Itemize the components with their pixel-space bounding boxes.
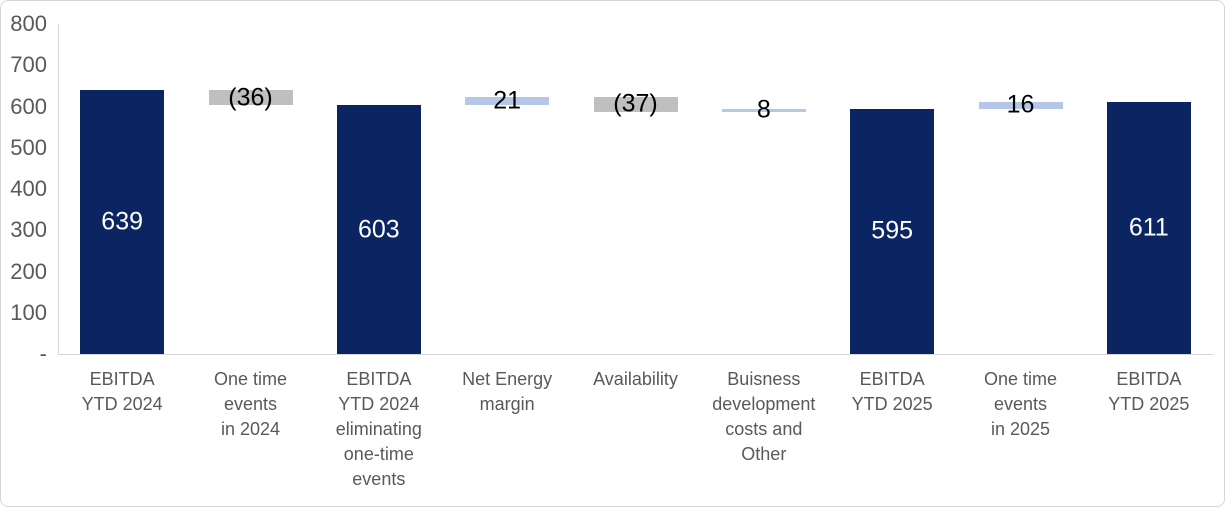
y-tick-label: 100 (10, 299, 47, 325)
category-label: EBITDA YTD 2024 eliminating one-time eve… (335, 369, 422, 489)
bar-total[interactable] (850, 108, 935, 354)
bar-total[interactable] (336, 105, 421, 354)
bar-decrease[interactable] (208, 90, 293, 106)
bar-value-label: 595 (871, 216, 914, 245)
category-label: EBITDA YTD 2025 (1108, 369, 1190, 414)
bar-value-label: 611 (1128, 213, 1169, 242)
y-tick-label: 600 (10, 93, 47, 119)
category-label: EBITDA YTD 2025 (851, 369, 933, 414)
y-tick-label: 200 (10, 258, 47, 284)
y-tick-label: 500 (10, 134, 47, 160)
category-label: One time events in 2024 (213, 369, 287, 439)
category-label: Net Energy margin (462, 369, 553, 414)
y-tick-label: 700 (10, 52, 47, 78)
bar-total[interactable] (1106, 101, 1191, 354)
category-label: EBITDA YTD 2024 (81, 369, 163, 414)
bar-value-label: (37) (613, 89, 658, 118)
bar-decrease[interactable] (593, 96, 678, 112)
y-tick-label: 400 (10, 176, 47, 201)
bar-increase[interactable] (465, 96, 550, 106)
bar-value-label: 603 (357, 215, 400, 244)
category-label: Buisness development costs and Other (712, 369, 816, 464)
bar-value-label: (36) (228, 83, 273, 112)
bar-value-label: 639 (101, 207, 144, 236)
bar-value-label: 8 (756, 95, 771, 124)
bar-value-label: 21 (493, 86, 522, 115)
bar-total[interactable] (80, 90, 165, 354)
x-axis-baseline (58, 354, 1213, 355)
bar-increase[interactable] (978, 101, 1063, 109)
y-tick-label: 800 (10, 11, 47, 36)
y-axis-line (58, 24, 59, 354)
y-tick-label: - (39, 341, 47, 366)
category-label: One time events in 2025 (983, 369, 1057, 439)
y-tick-label: 300 (10, 217, 47, 243)
bar-increase[interactable] (721, 108, 806, 112)
bar-value-label: 16 (1006, 90, 1035, 119)
category-label: Availability (593, 369, 678, 389)
